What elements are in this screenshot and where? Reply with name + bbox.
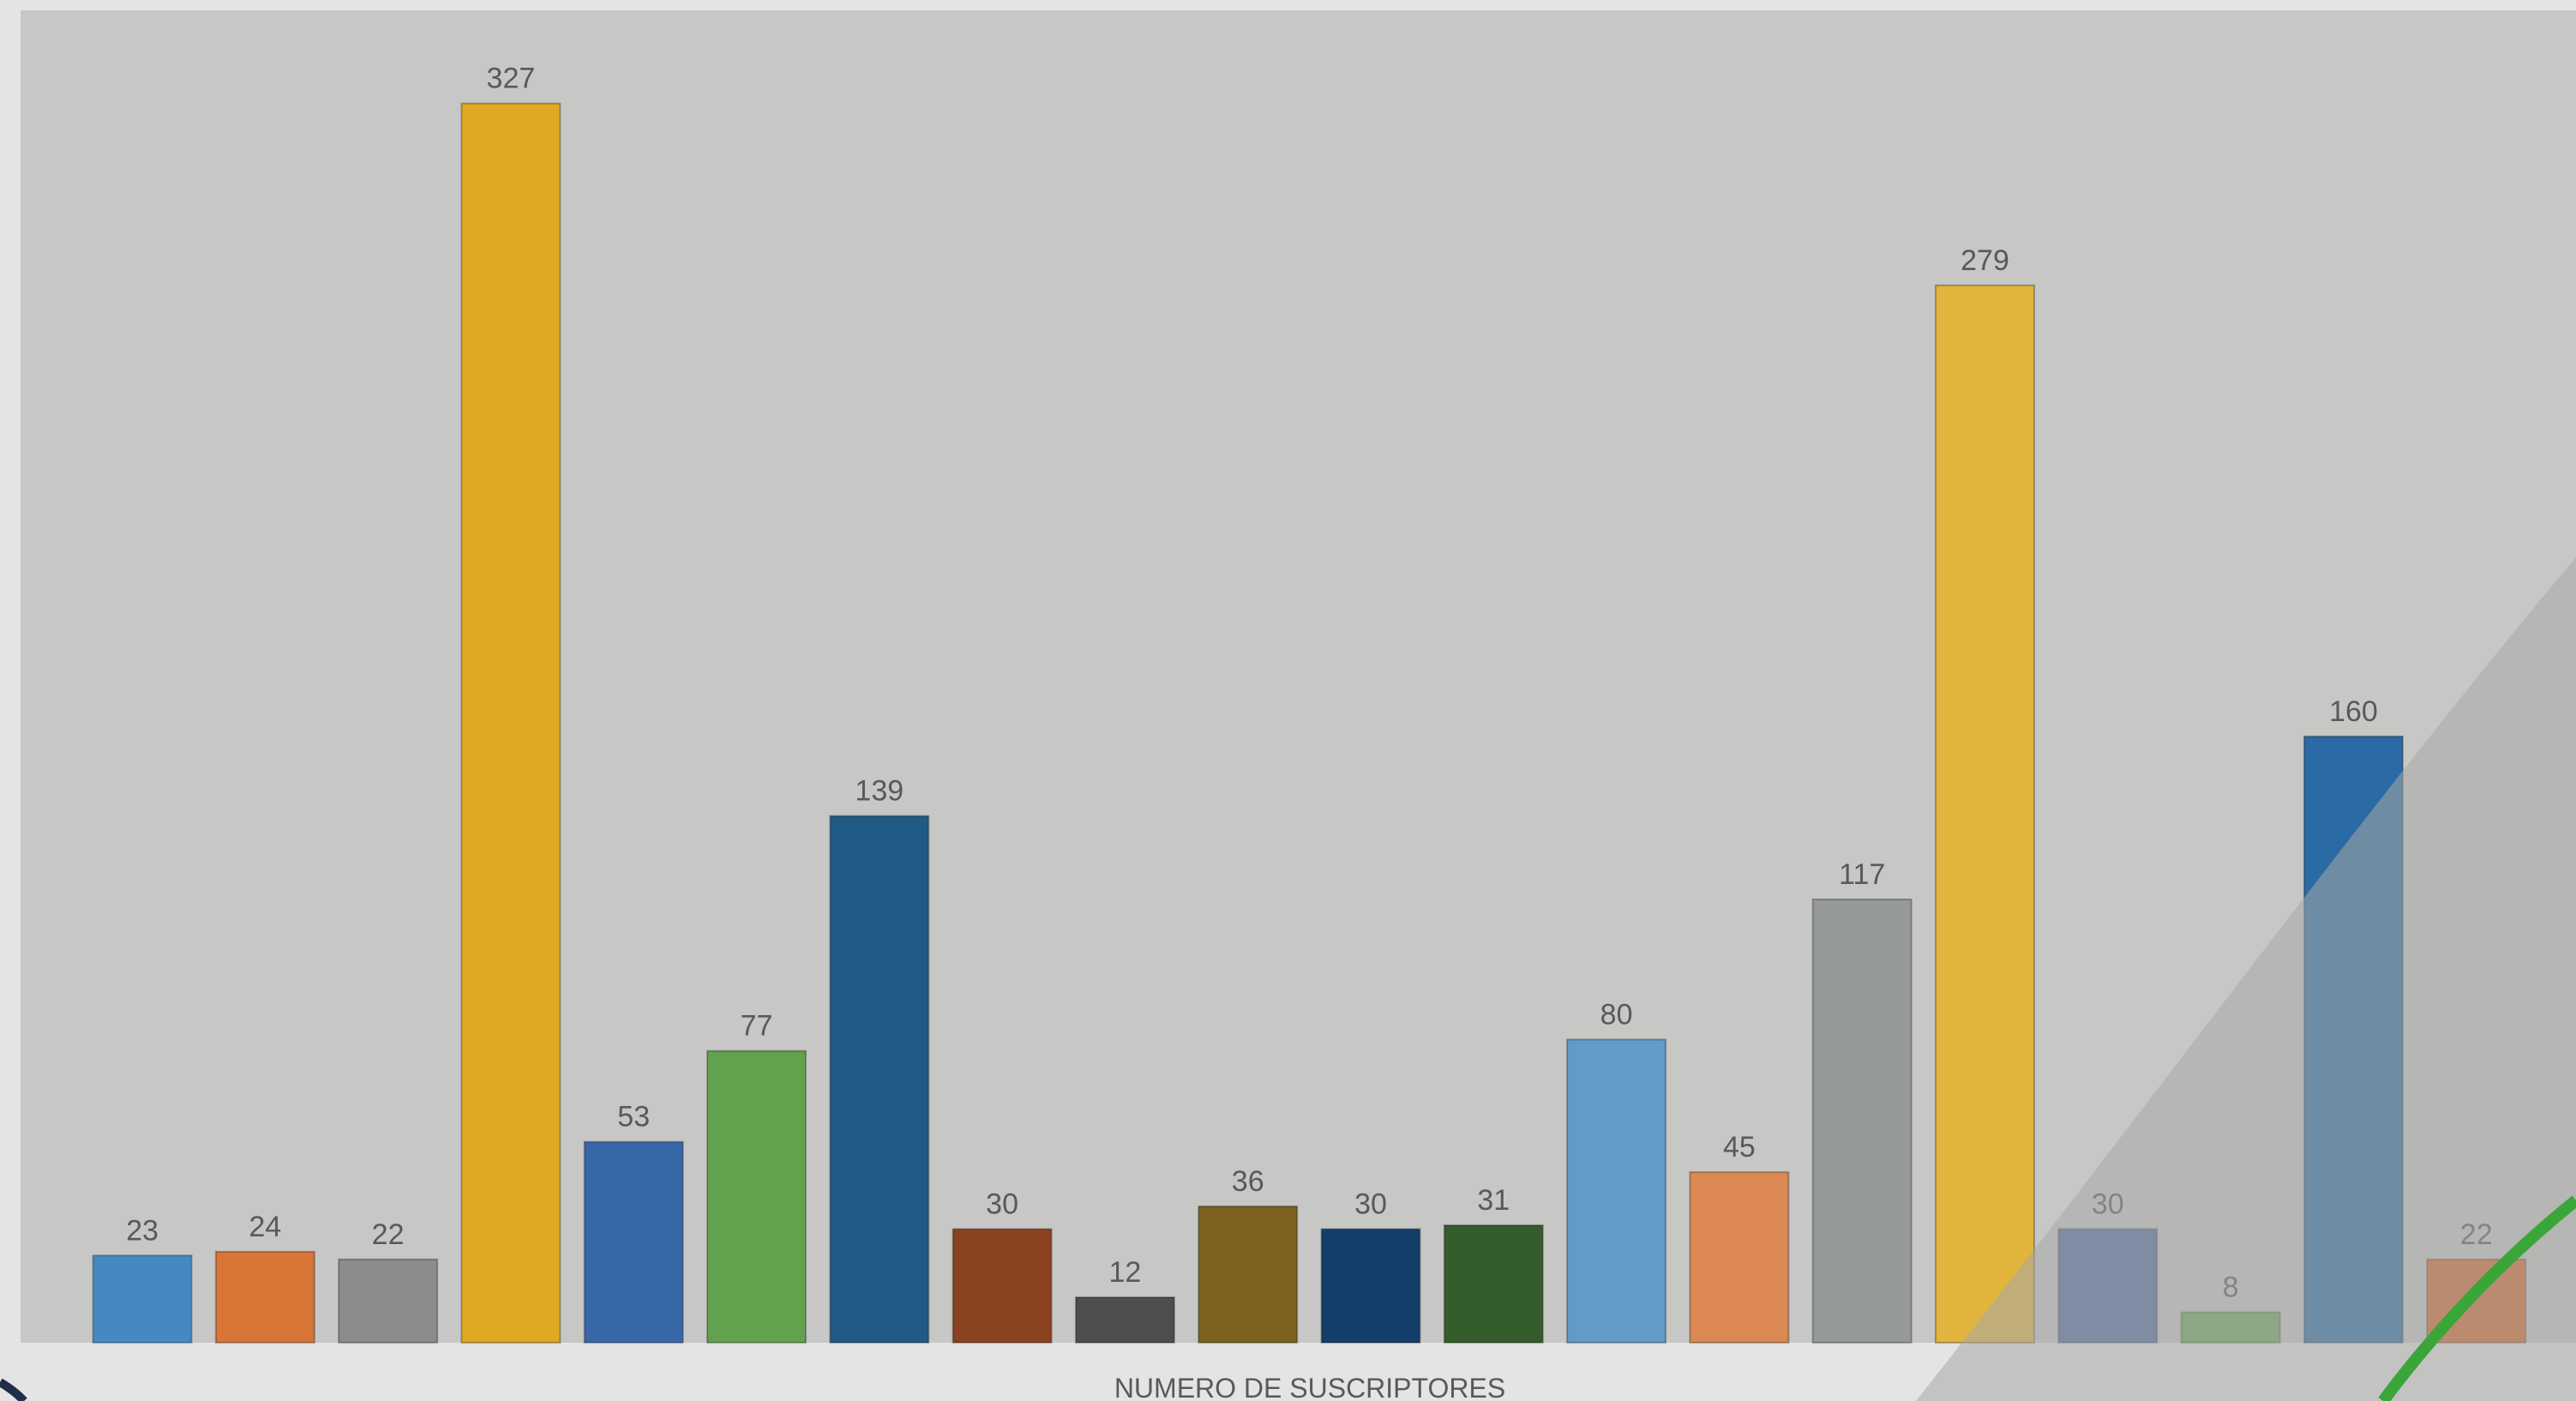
- bar-value-label-19: 160: [2329, 695, 2378, 728]
- decorative-navy-arc: [0, 1378, 27, 1401]
- bar-3: [338, 1258, 439, 1344]
- bar-value-label-2: 24: [249, 1211, 281, 1243]
- decorative-green-arc: [2378, 1195, 2576, 1401]
- bar-value-label-14: 45: [1723, 1131, 1756, 1163]
- decorative-overlay-shape: [1916, 557, 2576, 1401]
- bar-9: [1074, 1296, 1175, 1344]
- bar-value-label-16: 279: [1961, 244, 2009, 277]
- bar-5: [583, 1140, 684, 1344]
- bar-12: [1443, 1224, 1544, 1344]
- bar-value-label-13: 80: [1600, 998, 1633, 1031]
- bar-value-label-11: 30: [1354, 1188, 1387, 1220]
- bar-value-label-4: 327: [487, 63, 536, 95]
- bar-7: [829, 815, 930, 1344]
- bar-4: [460, 102, 561, 1344]
- bar-value-label-12: 31: [1477, 1184, 1510, 1217]
- bar-value-label-5: 53: [617, 1101, 650, 1133]
- bar-16: [1935, 284, 2035, 1344]
- bar-1: [92, 1254, 193, 1344]
- bar-value-label-15: 117: [1839, 858, 1885, 891]
- bar-value-label-1: 23: [126, 1214, 159, 1247]
- bar-value-label-9: 12: [1108, 1256, 1141, 1289]
- bar-8: [952, 1228, 1053, 1344]
- bar-11: [1320, 1228, 1421, 1344]
- bar-10: [1198, 1205, 1299, 1344]
- bar-value-label-8: 30: [986, 1188, 1018, 1220]
- bar-13: [1566, 1038, 1667, 1344]
- bar-2: [214, 1250, 315, 1344]
- bar-value-label-10: 36: [1232, 1165, 1264, 1198]
- x-axis-title: NUMERO DE SUSCRIPTORES: [1114, 1373, 1505, 1401]
- bar-value-label-6: 77: [741, 1010, 773, 1043]
- bar-value-label-7: 139: [855, 775, 904, 808]
- bars-group: [92, 102, 2527, 1344]
- bar-14: [1689, 1171, 1790, 1344]
- bar-15: [1811, 898, 1912, 1344]
- bar-6: [706, 1049, 807, 1344]
- bar-value-label-3: 22: [372, 1218, 405, 1251]
